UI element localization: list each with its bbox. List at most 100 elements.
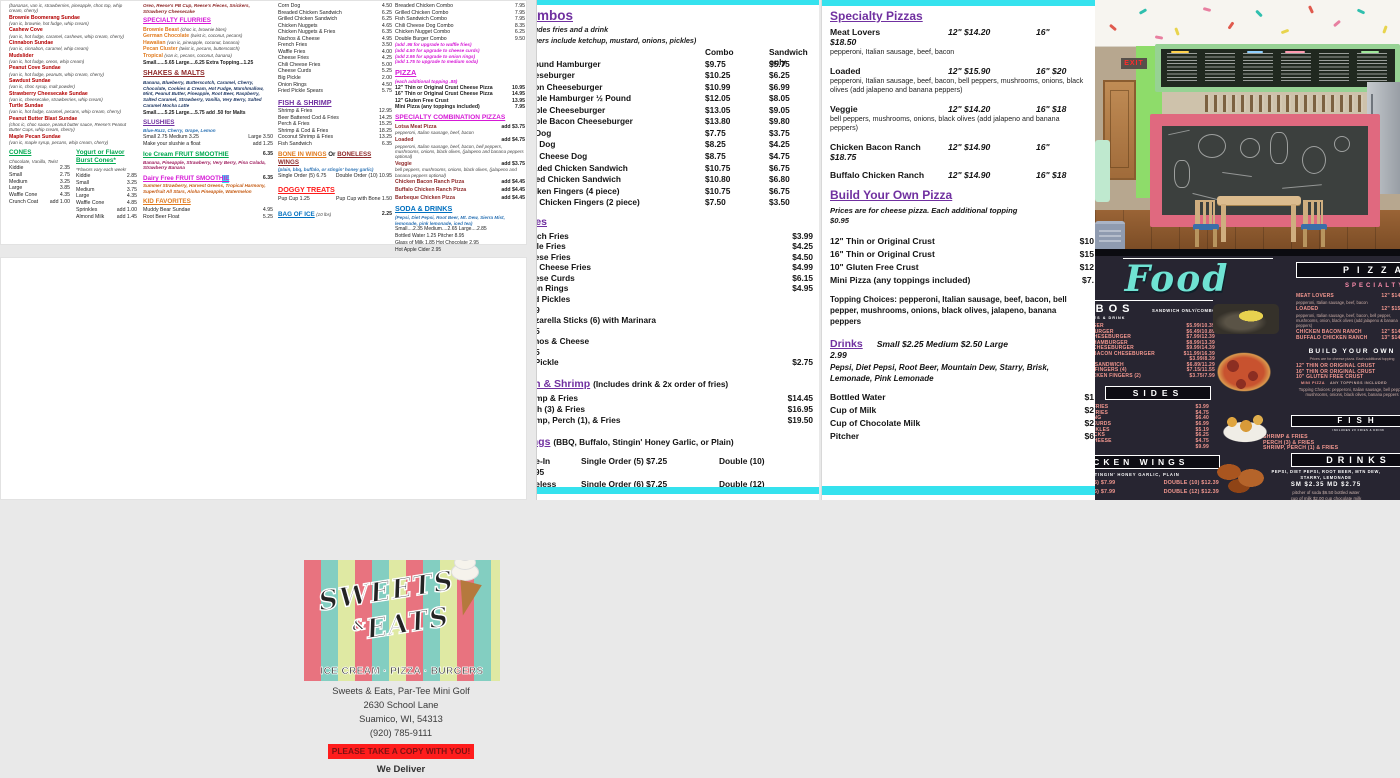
fish-shrimp-heading: FISH & SHRIMP xyxy=(278,97,332,107)
table-row: Double Bacon Cheeseburger $13.80 $9.80 xyxy=(536,116,790,127)
fish-shrimp-heading-row: Fish & Shrimp (Includes drink & 2x order… xyxy=(537,377,819,390)
price-row: Large 4.35 xyxy=(76,193,137,200)
list-item: Loaded 12" $15.90 16" $20 pepperoni, Ita… xyxy=(830,65,1084,95)
price-row: Pitcher $6 xyxy=(830,431,1094,441)
smoothie-row: Ice Cream FRUIT SMOOTHIE 6.35 xyxy=(143,151,273,159)
chalk-header-accent xyxy=(1171,51,1189,53)
chalk-doodle xyxy=(1282,184,1322,190)
price-row: Chicken Nuggets 4.65 xyxy=(278,22,392,29)
sundaes-column: (bananas, van ic, strawberries, pineappl… xyxy=(9,3,137,220)
sides-list: French Fries $3.99 Waffle Fries $4.25 Ch… xyxy=(536,231,819,368)
list-item: Peanut Cove Sundae (van ic, hot fudge, p… xyxy=(9,65,105,77)
combo-upgrade-notes: (add .95 for upgrade to waffle fries) (ad… xyxy=(395,42,525,65)
chalk-doodle xyxy=(1198,134,1226,158)
table-row: Hot Dog $7.75 $3.75 xyxy=(536,127,790,138)
combos-card-content: Combos (Includes fries and a drink (Burg… xyxy=(536,5,819,490)
smoothie-flavors: Banana, Pineapple, Strawberry, Very Berr… xyxy=(143,159,266,171)
sundae-desc: (bananas, van ic, strawberries, pineappl… xyxy=(9,3,123,14)
menu-board-column xyxy=(1357,53,1387,83)
pizza-photo xyxy=(1207,346,1281,398)
column-headers: Combo Sandwich only xyxy=(537,47,819,67)
menu-board-column xyxy=(1167,53,1197,83)
wings-note: (plain, bbq, buffalo, or stingin' honey … xyxy=(278,166,374,172)
byo-note: Prices are for cheese pizza. Each additi… xyxy=(830,205,1018,215)
table-row: ¼ Pound Hamburger $9.75 $5.75 xyxy=(537,58,790,69)
dairyfree-flavors: Summer Strawberry, Harvest Greens, Tropi… xyxy=(143,183,266,194)
sandwich-col-header: Sandwich only xyxy=(769,46,808,67)
sprinkle-decoration xyxy=(1255,9,1263,18)
price-row: Medium 3.25 xyxy=(9,178,70,185)
soda-flavors: (Pepsi, Diet Pepsi, Root Beer, Mt. Dew, … xyxy=(395,214,505,226)
board-sides-list: FRENCH FRIES$3.99 WAFFLE FRIES$4.75 ONIO… xyxy=(1095,404,1209,450)
combo-pizza-column: Breaded Chicken Combo 7.95 Grilled Chicke… xyxy=(395,3,525,253)
exit-sign: EXIT xyxy=(1121,58,1147,69)
bag-of-ice-row: BAG OF ICE (10 lbs) 2.25 xyxy=(278,210,392,218)
we-deliver-text: We Deliver xyxy=(376,764,426,776)
list-item: Cashew Cove (van ic, hot fudge, caramel,… xyxy=(9,27,125,39)
price-row: Onion Rings $4.95 xyxy=(537,283,813,294)
price-row: Big Pickle 2.00 xyxy=(278,75,392,82)
price-row: Mini Pizza (any toppings included) 7.95 xyxy=(395,104,525,111)
price-row: CHICKEN FINGERS (4)$7.15/11.55 xyxy=(1095,367,1215,374)
price-row: Shrimp, Perch (1), & Fries $19.50 xyxy=(537,414,813,425)
board-byo-note: Prices are for cheese pizza. Each additi… xyxy=(1309,357,1395,361)
price-row: Big Pickle $2.75 xyxy=(536,357,813,368)
fish-shrimp-list: Shrimp & Fries 12.95 Beer Battered Cod & … xyxy=(278,108,392,147)
chicken-wings-photo xyxy=(1207,454,1279,498)
mint-bench xyxy=(1095,140,1110,202)
price-row: Root Beer Float 5.25 xyxy=(143,213,273,220)
chair-back xyxy=(1303,200,1323,226)
sprinkle-decoration xyxy=(1154,35,1164,40)
sprinkle-decoration xyxy=(1108,23,1118,32)
table-row: Cheeseburger $10.25 $6.25 xyxy=(536,70,790,81)
list-item: Mudslider (van ic, hot fudge, oreos, whi… xyxy=(9,52,85,64)
pizza-heading: PIZZA xyxy=(395,68,417,78)
sprinkle-decoration xyxy=(1382,25,1388,34)
price-line: Small....2.35 Medium....2.65 Large....2.… xyxy=(395,226,487,233)
price-row: 10" Gluten Free Crust $12 xyxy=(830,262,1094,273)
list-item: Veggie 12" $14.20 16" $18 bell peppers, … xyxy=(830,103,1067,133)
specialty-combo-heading: SPECIALTY COMBINATION PIZZAS xyxy=(395,113,506,121)
chalk-doodle xyxy=(1240,138,1260,158)
slushie-prices: Small 2.75 Medium 3.25 Large 3.50 xyxy=(143,133,273,140)
food-menu-board: Food COMBOS INCLUDES FRIES & DRINK SANDW… xyxy=(1095,256,1400,500)
price-row: Mini Pizza (any toppings included) $7. xyxy=(830,275,1094,286)
price-row: $4.75 xyxy=(537,347,819,358)
wings-heading: Wings xyxy=(537,435,551,448)
list-item: Meat Lovers 12" $14.20 16" $18.50 pepper… xyxy=(830,27,1050,56)
photo-board-divider xyxy=(1095,249,1400,256)
soda-price-lines: Small....2.35 Medium....2.65 Large....2.… xyxy=(395,226,525,253)
metal-chair xyxy=(1095,221,1125,249)
chalk-doodle xyxy=(1222,171,1252,178)
price-row: Nachos & Cheese 4.95 xyxy=(278,35,392,42)
chair-leg xyxy=(1195,229,1199,247)
price-row: Nachos & Cheese xyxy=(537,336,590,347)
ceiling xyxy=(1095,0,1400,47)
cones-price-list: Kiddie 2.35 Small 2.75 Medium 3.25 Large 3.8… xyxy=(9,165,70,206)
sprinkle-decoration xyxy=(1332,19,1342,28)
price-row: Grilled Chicken Sandwich 6.25 xyxy=(278,16,392,23)
list-item: Barbeque Chicken Pizza add $4.45 xyxy=(395,194,525,201)
price-row: 12" Thin or Original Crust Cheese Pizza 1… xyxy=(395,84,525,91)
combos-table: ¼ Pound Hamburger $9.75 $5.75 Cheeseburg… xyxy=(536,58,819,209)
list-item: Chicken Bacon Ranch Pizza add $4.45 xyxy=(395,179,525,186)
grill-column: Corn Dog 4.50 Breaded Chicken Sandwich 6.2… xyxy=(278,3,392,219)
list-item: Loaded add $4.75 pepperoni, Italian sausa… xyxy=(395,136,525,160)
price-row: Corn Dog 4.50 xyxy=(278,3,392,9)
pizzas-card-content: Specialty Pizzas Meat Lovers 12" $14.20 … xyxy=(830,9,1096,443)
boneless-row: Boneless Single Order (6) $7.25 Double (… xyxy=(537,478,765,489)
list-item: Cinnabon Sundae (van ic, cinnabon, caram… xyxy=(9,40,89,52)
price-row: $8.15 xyxy=(537,326,819,337)
fish-shrimp-heading: Fish & Shrimp xyxy=(537,377,591,390)
price-row: 12" Gluten Free Crust 13.95 xyxy=(395,97,525,104)
cones-right: Yogurt or Flavor Burst Cones* *Flavors v… xyxy=(76,146,137,220)
price-row: $5.99 xyxy=(537,305,819,316)
cyan-border-top xyxy=(537,0,819,5)
topping-choices: Topping Choices: pepperoni, Italian saus… xyxy=(830,295,1067,327)
kids-table xyxy=(1217,196,1301,205)
combos-subtitle-1: (Includes fries and a drink xyxy=(537,25,609,34)
doggy-prices: Pup Cup 1.25 Pup Cup with Bone 1.50 xyxy=(278,195,392,202)
